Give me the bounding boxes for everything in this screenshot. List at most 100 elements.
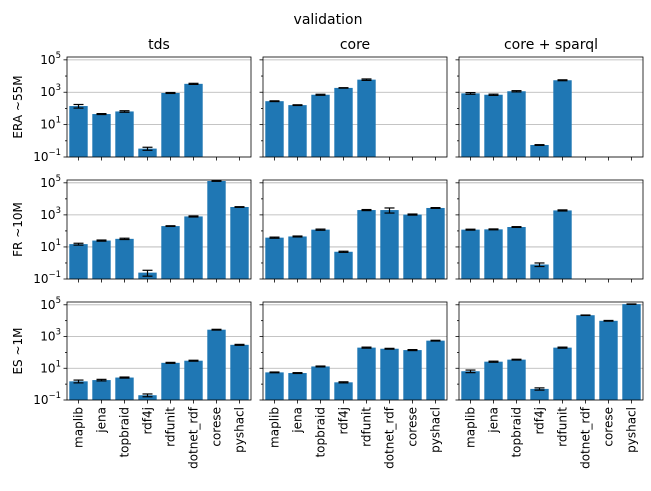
panel-3-2: maplib jena topbraid rdf4j rdfunit dotnet_rdf…	[259, 301, 448, 469]
error-bar-rdf4j	[338, 250, 349, 253]
bar-rdf4j	[138, 148, 157, 157]
error-bar-rdf4j	[142, 269, 153, 277]
x-tick-label-maplib: maplib	[72, 407, 86, 448]
panel-frame	[262, 301, 448, 401]
x-tick-label-corese: corese	[406, 407, 420, 447]
error-bar-maplib	[73, 103, 84, 109]
bar-pyshacl	[426, 207, 445, 279]
x-tick-label-pyshacl: pyshacl	[429, 407, 443, 453]
row-label: ES ~1M	[11, 327, 25, 374]
bar-corese	[207, 180, 226, 279]
error-bar-corese	[603, 319, 614, 322]
y-tick-label: 103	[40, 83, 61, 99]
bar-pyshacl	[622, 304, 641, 400]
panel-frame	[458, 301, 644, 401]
error-bar-rdf4j	[142, 393, 153, 398]
error-bar-dotnet_rdf	[188, 359, 199, 362]
error-bar-rdfunit	[361, 346, 372, 349]
error-bar-topbraid	[511, 358, 522, 361]
error-bar-maplib	[269, 100, 280, 103]
y-tick-label: 10−1	[33, 391, 61, 407]
bar-jena	[484, 94, 503, 157]
x-tick-label-corese: corese	[602, 407, 616, 447]
bar-rdfunit	[553, 210, 572, 279]
x-tick-label-jena: jena	[95, 407, 109, 434]
bar-dotnet_rdf	[380, 210, 399, 279]
bar-rdfunit	[357, 210, 376, 279]
x-tick-label-maplib: maplib	[464, 407, 478, 448]
error-bar-maplib	[269, 236, 280, 239]
panel-frame	[458, 179, 644, 280]
error-bar-pyshacl	[234, 343, 245, 346]
error-bar-rdfunit	[361, 208, 372, 212]
x-tick-label-pyshacl: pyshacl	[233, 407, 247, 453]
bar-pyshacl	[230, 207, 249, 279]
bar-rdf4j	[530, 264, 549, 279]
error-bar-corese	[211, 180, 222, 182]
error-bar-jena	[292, 372, 303, 375]
error-bar-rdf4j	[534, 387, 545, 391]
x-tick-label-dotnet_rdf: dotnet_rdf	[383, 406, 397, 469]
panel-1-1: 10−1 101 103 105 tds	[33, 37, 252, 164]
x-tick-label-rdfunit: rdfunit	[556, 407, 570, 447]
bar-maplib	[69, 244, 88, 279]
error-bar-jena	[292, 104, 303, 107]
error-bar-pyshacl	[430, 206, 441, 209]
bar-corese	[403, 214, 422, 279]
error-bar-maplib	[465, 228, 476, 231]
error-bar-topbraid	[119, 376, 130, 379]
bar-maplib	[69, 106, 88, 157]
x-tick-label-pyshacl: pyshacl	[625, 407, 639, 453]
x-tick-label-rdfunit: rdfunit	[164, 407, 178, 447]
error-bar-rdfunit	[165, 91, 176, 95]
error-bar-rdfunit	[165, 361, 176, 364]
bar-rdfunit	[161, 362, 180, 400]
x-tick-label-topbraid: topbraid	[314, 407, 328, 458]
bar-maplib	[461, 371, 480, 400]
error-bar-jena	[96, 378, 107, 382]
error-bar-maplib	[465, 91, 476, 95]
bar-jena	[288, 236, 307, 279]
y-tick-label: 10−1	[33, 270, 61, 286]
bar-dotnet_rdf	[576, 315, 595, 400]
bar-pyshacl	[230, 344, 249, 400]
y-tick-label: 101	[40, 359, 61, 375]
bar-topbraid	[115, 111, 134, 157]
bar-maplib	[461, 93, 480, 157]
x-tick-label-dotnet_rdf: dotnet_rdf	[187, 406, 201, 469]
x-tick-label-jena: jena	[487, 407, 501, 434]
bar-dotnet_rdf	[184, 216, 203, 279]
error-bar-rdfunit	[165, 225, 176, 228]
panel-frame	[262, 56, 448, 158]
row-label: ERA ~55M	[11, 75, 25, 138]
bar-topbraid	[311, 366, 330, 400]
y-tick-label: 105	[40, 51, 61, 67]
error-bar-dotnet_rdf	[188, 82, 199, 85]
error-bar-jena	[488, 228, 499, 231]
error-bar-topbraid	[511, 226, 522, 229]
panel-frame	[66, 301, 252, 401]
bar-rdfunit	[161, 226, 180, 279]
chart-suptitle: validation	[294, 12, 363, 28]
y-tick-label: 105	[40, 296, 61, 312]
bar-dotnet_rdf	[380, 348, 399, 400]
error-bar-corese	[211, 328, 222, 331]
panel-frame	[66, 56, 252, 158]
bar-rdfunit	[553, 80, 572, 157]
bar-jena	[484, 229, 503, 279]
error-bar-rdf4j	[338, 381, 349, 384]
bar-rdf4j	[334, 382, 353, 400]
bar-rdfunit	[161, 92, 180, 157]
error-bar-pyshacl	[234, 206, 245, 208]
y-tick-label: 103	[40, 328, 61, 344]
bar-corese	[403, 350, 422, 400]
error-bar-maplib	[73, 379, 84, 384]
panel-frame	[262, 179, 448, 280]
bar-rdf4j	[530, 145, 549, 157]
error-bar-jena	[96, 112, 107, 116]
bar-maplib	[461, 229, 480, 279]
bar-maplib	[265, 372, 284, 400]
error-bar-rdf4j	[534, 262, 545, 268]
panel-3-1: 10−1 101 103 105 maplib jena topbraid rdf4j rdfu…	[33, 296, 252, 469]
